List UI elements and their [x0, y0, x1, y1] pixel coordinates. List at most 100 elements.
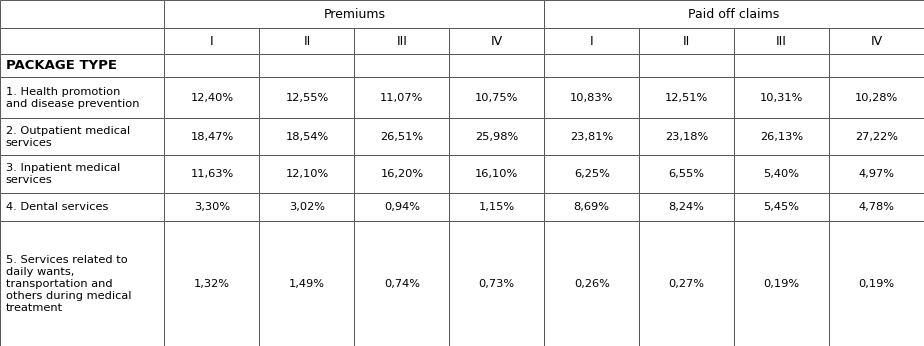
Text: 3,02%: 3,02% — [289, 202, 325, 212]
Text: 27,22%: 27,22% — [855, 132, 898, 142]
Bar — [164, 28, 260, 54]
Text: 26,51%: 26,51% — [381, 132, 423, 142]
Text: 1,32%: 1,32% — [194, 279, 230, 289]
Text: 0,27%: 0,27% — [669, 279, 705, 289]
Text: PACKAGE TYPE: PACKAGE TYPE — [6, 59, 116, 72]
Text: IV: IV — [491, 35, 503, 47]
Text: III: III — [776, 35, 787, 47]
Text: 5. Services related to
daily wants,
transportation and
others during medical
tre: 5. Services related to daily wants, tran… — [6, 255, 131, 312]
Text: 5,45%: 5,45% — [763, 202, 799, 212]
Text: 1. Health promotion
and disease prevention: 1. Health promotion and disease preventi… — [6, 86, 139, 109]
Bar — [544, 0, 924, 28]
Bar — [639, 77, 735, 118]
Bar — [829, 54, 924, 77]
Text: 10,83%: 10,83% — [570, 93, 614, 102]
Bar — [449, 193, 544, 221]
Bar — [734, 54, 829, 77]
Text: 6,55%: 6,55% — [669, 169, 705, 179]
Text: 0,26%: 0,26% — [574, 279, 610, 289]
Text: 3,30%: 3,30% — [194, 202, 230, 212]
Text: 16,20%: 16,20% — [381, 169, 423, 179]
Text: 25,98%: 25,98% — [475, 132, 518, 142]
Text: 8,69%: 8,69% — [574, 202, 610, 212]
Text: 16,10%: 16,10% — [475, 169, 518, 179]
Bar — [449, 221, 544, 346]
Bar — [734, 155, 829, 193]
Bar — [260, 28, 355, 54]
Text: 0,74%: 0,74% — [383, 279, 419, 289]
Bar — [355, 28, 449, 54]
Bar — [260, 54, 355, 77]
Text: 23,81%: 23,81% — [570, 132, 614, 142]
Bar — [0, 118, 164, 155]
Text: 4. Dental services: 4. Dental services — [6, 202, 108, 212]
Bar — [544, 193, 639, 221]
Text: 12,55%: 12,55% — [286, 93, 329, 102]
Bar — [734, 221, 829, 346]
Bar — [449, 118, 544, 155]
Text: 8,24%: 8,24% — [669, 202, 705, 212]
Bar — [639, 54, 735, 77]
Text: 12,10%: 12,10% — [286, 169, 329, 179]
Bar — [164, 54, 260, 77]
Text: 10,31%: 10,31% — [760, 93, 803, 102]
Text: 0,94%: 0,94% — [383, 202, 419, 212]
Bar — [544, 77, 639, 118]
Bar — [829, 193, 924, 221]
Bar — [544, 118, 639, 155]
Text: 2. Outpatient medical
services: 2. Outpatient medical services — [6, 126, 129, 148]
Text: 10,75%: 10,75% — [475, 93, 518, 102]
Text: 4,78%: 4,78% — [858, 202, 894, 212]
Text: 26,13%: 26,13% — [760, 132, 803, 142]
Bar — [734, 193, 829, 221]
Bar — [639, 155, 735, 193]
Bar — [164, 77, 260, 118]
Text: 10,28%: 10,28% — [855, 93, 898, 102]
Bar — [355, 54, 449, 77]
Bar — [544, 54, 639, 77]
Bar — [639, 28, 735, 54]
Text: 11,63%: 11,63% — [190, 169, 234, 179]
Bar — [829, 118, 924, 155]
Text: II: II — [683, 35, 690, 47]
Bar — [164, 118, 260, 155]
Bar — [260, 155, 355, 193]
Bar — [355, 193, 449, 221]
Bar — [0, 28, 164, 54]
Bar — [449, 28, 544, 54]
Bar — [639, 193, 735, 221]
Bar — [449, 155, 544, 193]
Bar — [734, 28, 829, 54]
Bar — [164, 193, 260, 221]
Bar — [0, 0, 164, 28]
Bar — [544, 28, 639, 54]
Bar — [544, 221, 639, 346]
Text: III: III — [396, 35, 407, 47]
Bar — [449, 54, 544, 77]
Bar — [734, 77, 829, 118]
Bar — [355, 155, 449, 193]
Bar — [0, 77, 164, 118]
Bar — [355, 221, 449, 346]
Bar — [0, 221, 164, 346]
Bar — [260, 118, 355, 155]
Text: Paid off claims: Paid off claims — [688, 8, 780, 21]
Bar — [355, 118, 449, 155]
Text: I: I — [210, 35, 213, 47]
Text: 1,15%: 1,15% — [479, 202, 515, 212]
Bar — [829, 155, 924, 193]
Bar — [260, 77, 355, 118]
Bar — [355, 77, 449, 118]
Text: 5,40%: 5,40% — [763, 169, 799, 179]
Text: 0,19%: 0,19% — [763, 279, 799, 289]
Text: 11,07%: 11,07% — [380, 93, 423, 102]
Text: I: I — [590, 35, 593, 47]
Text: 0,19%: 0,19% — [858, 279, 894, 289]
Text: 0,73%: 0,73% — [479, 279, 515, 289]
Bar — [0, 155, 164, 193]
Bar — [449, 77, 544, 118]
Text: 1,49%: 1,49% — [289, 279, 325, 289]
Text: II: II — [303, 35, 310, 47]
Bar — [829, 77, 924, 118]
Bar — [829, 221, 924, 346]
